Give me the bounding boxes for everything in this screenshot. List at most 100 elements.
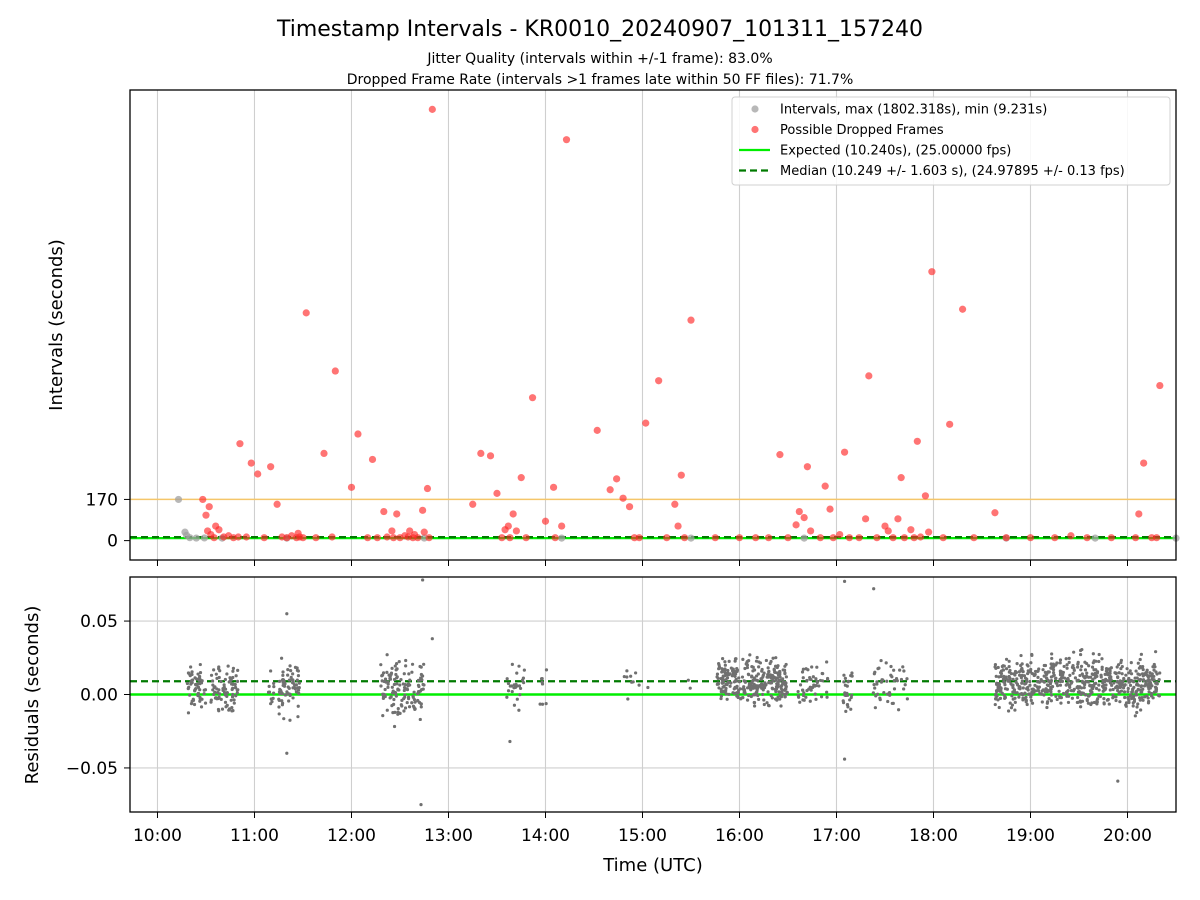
residual-point xyxy=(1099,673,1103,677)
dropped-frame-point xyxy=(873,534,881,542)
residual-point xyxy=(1015,683,1020,687)
residual-point xyxy=(724,692,728,696)
residual-point xyxy=(810,685,815,690)
x-tick-label: 15:00 xyxy=(618,826,667,846)
residual-point xyxy=(199,681,204,685)
residual-point xyxy=(1145,679,1149,683)
residual-point xyxy=(1116,675,1120,679)
residual-point xyxy=(724,682,728,687)
residual-point xyxy=(225,672,229,676)
residual-point xyxy=(882,690,886,695)
dropped-frame-point xyxy=(302,309,310,317)
residual-point xyxy=(726,668,730,673)
residual-point xyxy=(850,693,854,697)
residual-point xyxy=(1100,665,1104,669)
residual-point xyxy=(1052,665,1056,669)
residual-point xyxy=(715,675,719,679)
residual-point xyxy=(783,664,787,668)
residual-point xyxy=(412,697,417,702)
residual-point xyxy=(1042,693,1046,697)
residual-point xyxy=(402,709,406,713)
residual-point xyxy=(1151,665,1155,669)
residual-point xyxy=(1047,679,1052,684)
residual-point xyxy=(728,684,732,688)
residual-point xyxy=(993,702,997,707)
residual-point xyxy=(766,690,770,694)
dropped-frame-point xyxy=(368,455,377,464)
chart-subtitle-dropped: Dropped Frame Rate (intervals >1 frames … xyxy=(347,72,854,88)
residual-point xyxy=(399,703,403,707)
chart-subtitle-jitter: Jitter Quality (intervals within +/-1 fr… xyxy=(426,51,772,67)
residual-point xyxy=(1155,681,1159,685)
residual-point xyxy=(407,705,412,709)
residual-point xyxy=(801,667,805,671)
residual-point xyxy=(202,688,206,692)
dropped-frame-point xyxy=(907,526,915,534)
residual-point xyxy=(905,677,909,681)
residual-point xyxy=(515,697,519,701)
dropped-frame-point xyxy=(260,534,268,542)
residual-point xyxy=(764,658,768,663)
residual-point xyxy=(1055,661,1059,665)
interval-point xyxy=(687,534,695,542)
x-axis-label: Time (UTC) xyxy=(602,855,703,876)
residual-point xyxy=(1062,664,1066,669)
residual-point xyxy=(1020,662,1024,666)
residual-point xyxy=(1130,690,1134,694)
intervals-points xyxy=(174,105,1180,542)
dropped-frame-point xyxy=(897,474,905,482)
dropped-frame-point xyxy=(549,483,558,491)
residual-point xyxy=(776,685,780,689)
residual-point xyxy=(1061,670,1065,675)
residual-point xyxy=(195,677,199,681)
residual-point xyxy=(1147,690,1151,694)
dropped-frame-point xyxy=(1107,534,1115,542)
residual-point xyxy=(646,685,650,690)
residual-point xyxy=(1019,669,1024,673)
residual-point xyxy=(1006,709,1011,713)
residual-point xyxy=(1151,696,1155,700)
residual-point xyxy=(1067,684,1072,688)
dropped-frame-point xyxy=(674,522,682,530)
dropped-frame-point xyxy=(807,527,815,535)
dropped-frame-point xyxy=(764,534,773,542)
residual-point xyxy=(1085,661,1089,666)
residual-point xyxy=(1026,671,1030,676)
dropped-frame-point xyxy=(247,459,255,467)
dropped-frame-point xyxy=(889,534,897,542)
residual-point xyxy=(1021,686,1025,690)
dropped-frame-point xyxy=(970,534,978,542)
residual-point xyxy=(849,707,853,711)
legend-dropped-marker xyxy=(751,125,759,134)
residual-outlier-point xyxy=(285,751,289,755)
dropped-frame-point xyxy=(486,452,495,460)
residual-point xyxy=(202,692,206,696)
residual-point xyxy=(413,707,417,711)
residual-point xyxy=(297,685,301,690)
residual-point xyxy=(755,678,759,682)
residual-point xyxy=(1119,660,1123,665)
residual-point xyxy=(404,664,408,668)
x-tick-label: 14:00 xyxy=(521,826,570,846)
residual-point xyxy=(1051,670,1056,675)
residual-point xyxy=(875,680,879,684)
residual-point xyxy=(211,688,215,692)
residual-point xyxy=(771,687,775,691)
residual-point xyxy=(1106,671,1110,675)
dropped-frame-point xyxy=(836,530,844,539)
residual-point xyxy=(688,686,692,690)
residual-point xyxy=(1103,672,1107,676)
dropped-frame-point xyxy=(267,463,275,471)
residual-point xyxy=(879,658,883,663)
residual-point xyxy=(518,693,522,697)
residual-point xyxy=(1140,672,1145,676)
residual-point xyxy=(1108,671,1112,675)
residual-point xyxy=(231,686,235,690)
residual-point xyxy=(1067,679,1071,683)
residual-outlier-point xyxy=(285,612,289,616)
dropped-frame-point xyxy=(331,367,339,375)
residual-point xyxy=(802,691,806,695)
residual-point xyxy=(1050,652,1054,656)
residual-point xyxy=(1019,653,1023,658)
x-tick-label: 18:00 xyxy=(909,826,958,846)
